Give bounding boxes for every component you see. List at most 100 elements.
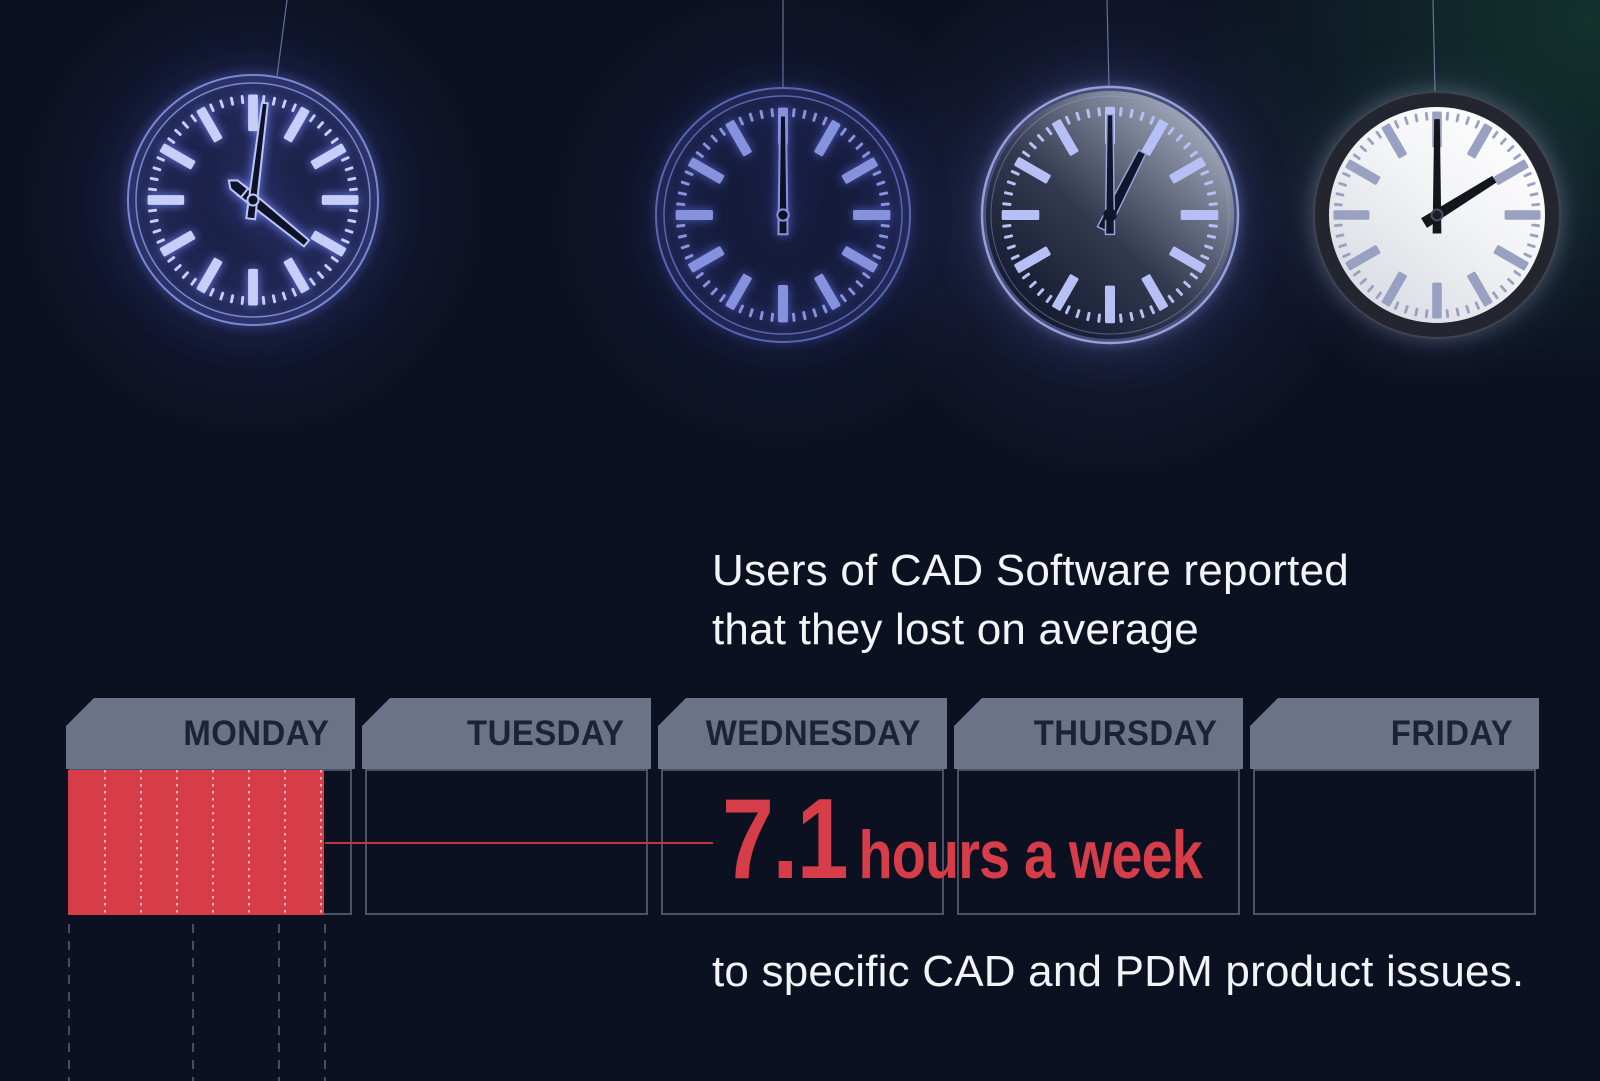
pendulum-clock-4	[1313, 91, 1561, 339]
minute-tick	[719, 294, 727, 303]
minute-tick	[1086, 311, 1091, 322]
minute-tick	[344, 166, 354, 172]
day-header-thursday: THURSDAY	[954, 698, 1243, 769]
minute-tick	[190, 277, 198, 286]
minute-tick	[855, 142, 864, 150]
minute-tick	[340, 156, 350, 162]
minute-tick	[1499, 137, 1507, 146]
minute-tick	[880, 223, 890, 228]
pendulum-clock-3	[980, 85, 1240, 345]
minute-tick	[1206, 234, 1217, 239]
hour-divider	[248, 770, 250, 915]
minute-tick	[181, 121, 190, 129]
hour-tick	[196, 257, 223, 294]
hour-divider	[320, 770, 322, 915]
minute-tick	[1531, 202, 1541, 207]
minute-tick	[167, 137, 176, 145]
minute-tick	[347, 218, 357, 224]
minute-tick	[344, 228, 354, 234]
hour-tick	[1381, 123, 1407, 159]
hour-tick	[1104, 106, 1116, 145]
minute-tick	[167, 255, 176, 263]
minute-tick	[1527, 181, 1536, 187]
minute-tick	[684, 253, 694, 260]
hour-tick	[778, 107, 788, 145]
minute-tick	[876, 244, 886, 250]
minute-tick	[1200, 169, 1210, 176]
minute-tick	[1118, 313, 1123, 323]
hour-tick	[675, 210, 713, 220]
minute-tick	[1529, 192, 1539, 197]
minute-tick	[1499, 284, 1507, 293]
minute-tick	[1333, 223, 1343, 228]
minute-tick	[261, 295, 266, 305]
day-cell-friday	[1253, 769, 1536, 915]
hours-lost-stat: 7.1 hours a week	[722, 776, 1203, 903]
clock-hub	[1430, 208, 1444, 222]
day-header-tuesday: TUESDAY	[362, 698, 651, 769]
minute-tick	[802, 109, 807, 119]
hour-tick	[1467, 271, 1493, 307]
hour-tick	[1141, 119, 1168, 156]
hour-tick	[1141, 274, 1168, 311]
minute-tick	[710, 287, 718, 296]
minute-tick	[1414, 307, 1419, 317]
minute-hand	[1104, 113, 1116, 236]
minute-tick	[1338, 243, 1347, 249]
hour-tick	[147, 195, 185, 205]
hour-tick	[1345, 245, 1381, 271]
hour-tick	[1052, 119, 1079, 156]
minute-tick	[324, 128, 332, 137]
minute-tick	[1455, 307, 1460, 317]
stat-unit: hours a week	[858, 817, 1203, 893]
minute-tick	[1375, 291, 1383, 300]
stat-value: 7.1	[722, 776, 849, 903]
minute-tick	[1028, 280, 1037, 289]
minute-tick	[148, 208, 158, 213]
minute-tick	[738, 304, 745, 314]
clock-string	[276, 0, 288, 77]
minute-tick	[719, 127, 727, 136]
minute-tick	[695, 271, 704, 279]
day-header-friday: FRIDAY	[1250, 698, 1539, 769]
hour-tick	[321, 195, 359, 205]
minute-tick	[1045, 294, 1053, 304]
day-column-friday: FRIDAY	[1250, 698, 1539, 918]
minute-tick	[1465, 305, 1471, 314]
minute-tick	[677, 191, 687, 196]
minute-tick	[710, 134, 718, 143]
minute-tick	[1139, 111, 1145, 121]
minute-tick	[316, 271, 325, 279]
minute-tick	[848, 134, 856, 143]
minute-tick	[229, 294, 235, 304]
minute-tick	[676, 223, 686, 228]
day-header-wednesday: WEDNESDAY	[658, 698, 947, 769]
headline-line-1: Users of CAD Software reported	[712, 546, 1349, 595]
minute-tick	[862, 151, 871, 159]
hour-tick	[1169, 157, 1206, 184]
hour-hand	[1421, 175, 1497, 228]
headline: Users of CAD Software reported that they…	[712, 541, 1349, 659]
minute-tick	[240, 295, 245, 305]
minute-hand	[777, 114, 789, 236]
minute-tick	[348, 208, 358, 213]
minute-tick	[347, 176, 357, 182]
minute-tick	[1335, 192, 1345, 197]
minute-tick	[340, 238, 350, 244]
minute-tick	[879, 234, 889, 239]
minute-tick	[821, 304, 828, 314]
hour-tick	[814, 273, 841, 310]
day-label: TUESDAY	[467, 713, 625, 753]
hour-tick	[159, 143, 196, 170]
minute-tick	[330, 137, 339, 145]
minute-tick	[316, 121, 325, 129]
hour-tick	[853, 210, 891, 220]
minute-tick	[174, 128, 182, 137]
clock-string	[1432, 0, 1436, 94]
minute-tick	[1118, 107, 1123, 117]
minute-tick	[1333, 202, 1343, 207]
minute-tick	[1424, 111, 1429, 121]
pendulum-clocks-illustration	[127, 0, 1561, 345]
minute-tick	[1414, 113, 1419, 123]
minute-tick	[1010, 254, 1020, 261]
